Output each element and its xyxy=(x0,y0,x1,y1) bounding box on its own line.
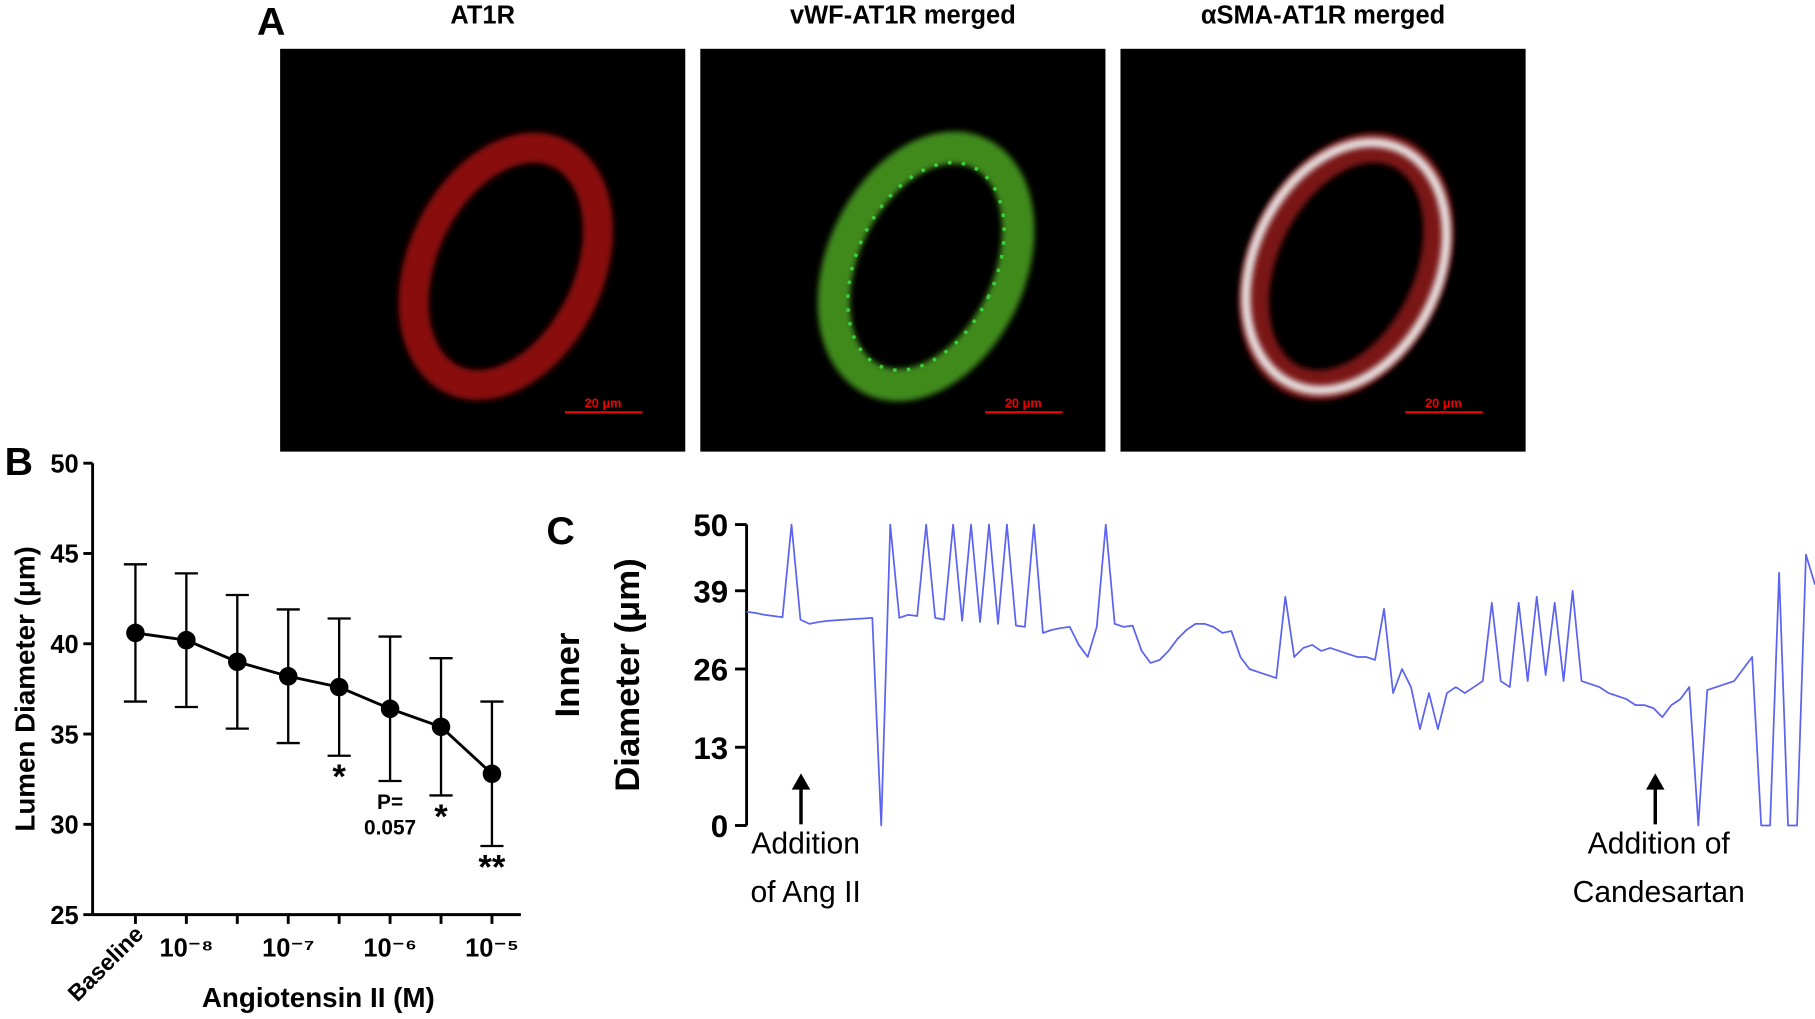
y-axis-label: Diameter (μm) xyxy=(609,558,647,791)
y-tick-label: 30 xyxy=(50,812,78,840)
vessel-ring xyxy=(398,132,614,401)
y-tick-label: 0 xyxy=(711,809,728,844)
panel-b: 25 30 35 40 45 50 Baseline 10⁻⁸ 10⁻⁷ 10⁻⁶ 10⁻⁵ * P=0… xyxy=(50,450,521,1007)
image-panel: 20 μm αSMA-AT1R merged xyxy=(1120,1,1526,452)
significance-label: * xyxy=(332,758,346,796)
y-tick-label: 45 xyxy=(50,541,78,569)
y-axis-label: Inner xyxy=(549,633,587,718)
y-tick-label: 39 xyxy=(693,574,728,609)
scale-bar-label: 20 μm xyxy=(585,396,622,411)
image-panel: 20 μm vWF-AT1R merged xyxy=(700,1,1106,452)
annotation-text: of Ang II xyxy=(750,876,860,909)
x-tick-label: 10⁻⁷ xyxy=(262,934,314,962)
x-tick-label: 10⁻⁸ xyxy=(159,934,213,962)
x-tick-label: 10⁻⁶ xyxy=(363,934,416,962)
significance-label: * xyxy=(434,798,448,836)
trace-line xyxy=(746,523,1815,827)
y-tick-label: 26 xyxy=(693,653,728,688)
arrow-head xyxy=(791,773,811,790)
data-point xyxy=(278,667,298,686)
data-line xyxy=(135,631,493,775)
scale-bar-label: 20 μm xyxy=(1425,396,1462,411)
vessel-ring xyxy=(817,131,1035,402)
annotation: Addition of Candesartan xyxy=(1573,773,1745,909)
panel-label: A xyxy=(257,0,285,44)
y-tick-label: 40 xyxy=(50,631,78,659)
x-tick-label: 10⁻⁵ xyxy=(465,934,519,962)
annotation: Addition of Ang II xyxy=(750,773,861,909)
image-title: vWF-AT1R merged xyxy=(790,1,1016,29)
image-title: AT1R xyxy=(450,1,515,29)
data-point xyxy=(482,764,502,784)
x-tick-label: Baseline xyxy=(63,921,149,1007)
data-point xyxy=(431,717,451,737)
x-axis-label: Angiotensin II (M) xyxy=(202,982,435,1013)
y-axis-label: Lumen Diameter (μm) xyxy=(10,546,41,831)
y-tick-label: 50 xyxy=(50,450,78,478)
data-point xyxy=(126,623,145,643)
y-tick-label: 50 xyxy=(693,508,728,543)
y-tick-label: 25 xyxy=(50,902,78,930)
annotation-text: Addition xyxy=(751,827,860,860)
annotation-text: Addition of xyxy=(1588,827,1731,860)
image-title: αSMA-AT1R merged xyxy=(1201,1,1445,29)
panel-c: 0 13 26 39 50 xyxy=(693,508,1815,844)
significance-label: 0.057 xyxy=(364,816,416,839)
y-tick-label: 13 xyxy=(693,731,728,766)
panel-label: C xyxy=(546,509,574,553)
significance-label: P= xyxy=(377,791,403,814)
vessel-lining xyxy=(846,160,1006,373)
data-point xyxy=(380,699,400,719)
data-point xyxy=(228,652,247,672)
arrow-head xyxy=(1646,773,1665,790)
significance-label: ** xyxy=(478,848,506,886)
scale-bar-label: 20 μm xyxy=(1005,396,1042,411)
y-tick-label: 35 xyxy=(50,721,78,749)
panel-label: B xyxy=(5,440,33,484)
image-panel: 20 μm AT1R xyxy=(280,1,686,452)
annotation-text: Candesartan xyxy=(1573,876,1745,909)
data-point xyxy=(177,630,196,650)
data-point xyxy=(329,677,349,697)
vessel-smooth-muscle xyxy=(1241,137,1452,395)
